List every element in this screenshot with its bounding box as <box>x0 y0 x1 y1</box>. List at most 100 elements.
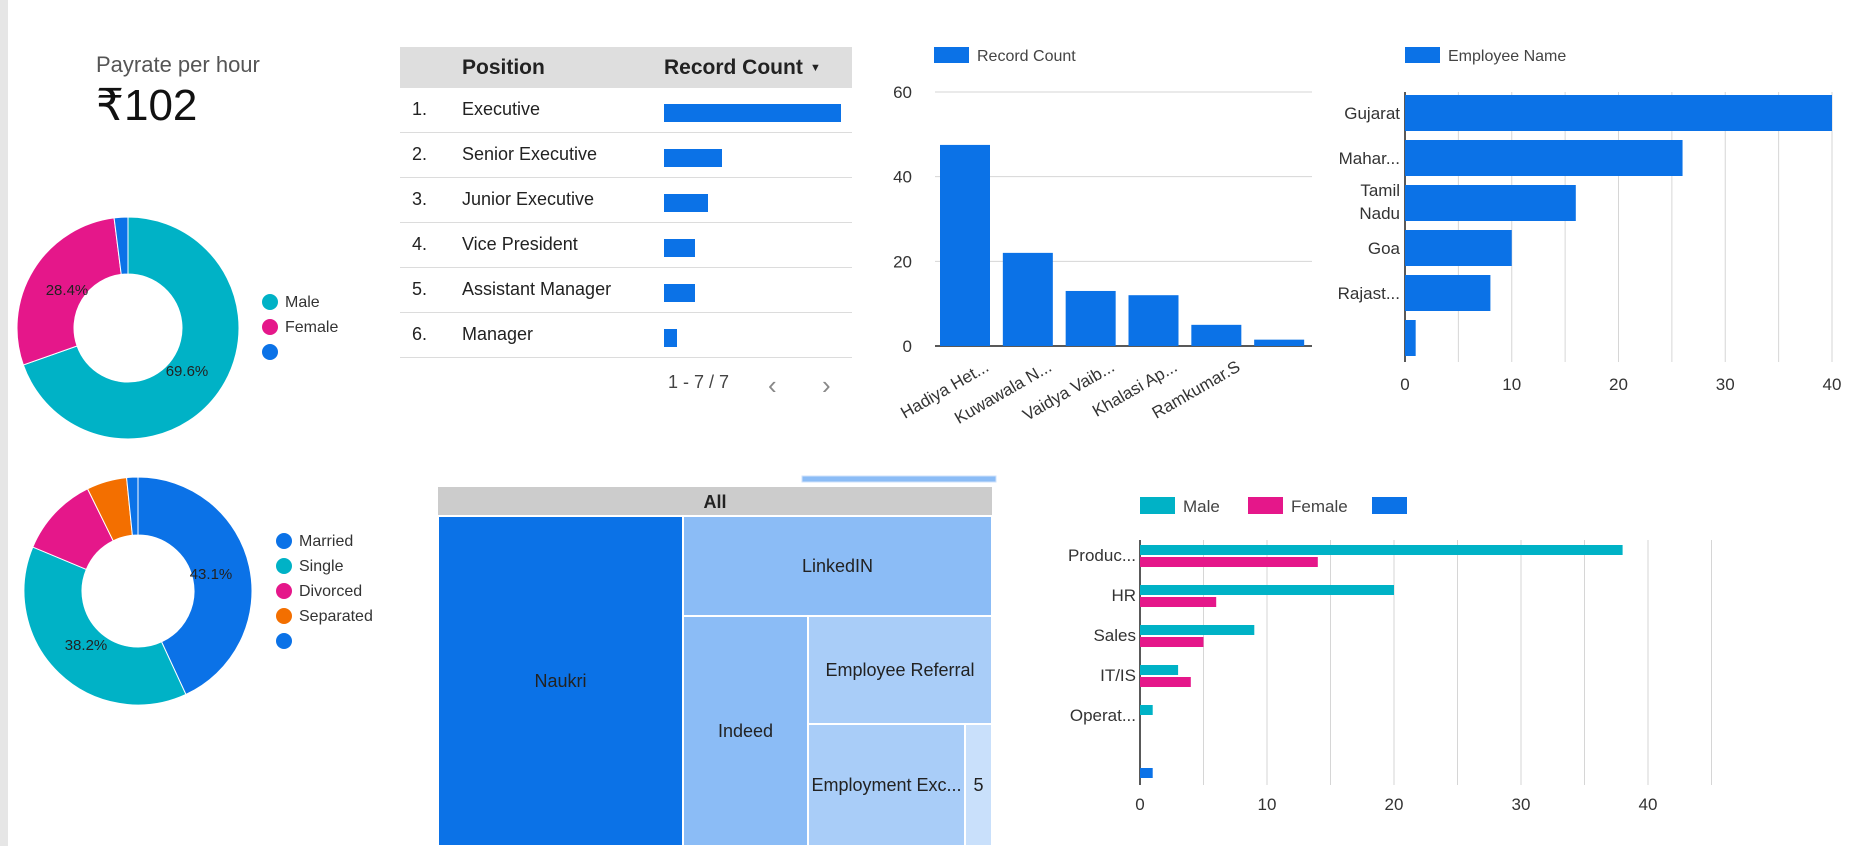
sort-desc-icon[interactable]: ▼ <box>810 62 821 74</box>
legend-label: Single <box>299 558 344 575</box>
legend-marker <box>934 47 969 63</box>
bar <box>940 144 990 346</box>
bar <box>1254 339 1305 346</box>
table-pager: 1 - 7 / 7 <box>668 372 730 392</box>
donut-data-label: 69.6% <box>166 363 209 380</box>
treemap-cell <box>682 615 809 846</box>
y-tick-label: IT/IS <box>1100 666 1136 685</box>
legend-label: Male <box>285 294 320 311</box>
scorecard: Payrate per hour ₹102 <box>96 52 260 131</box>
y-tick-label: Produc... <box>1068 546 1136 565</box>
bar <box>1140 637 1204 647</box>
legend-marker <box>276 558 292 574</box>
y-tick-label: Mahar... <box>1339 149 1400 168</box>
row-position: Executive <box>462 99 541 119</box>
bar <box>1405 275 1491 311</box>
x-tick-label: 10 <box>1502 375 1521 394</box>
y-tick-label: Gujarat <box>1344 104 1400 123</box>
next-page-button[interactable]: › <box>822 370 831 400</box>
donut-slice <box>113 216 129 275</box>
row-position: Junior Executive <box>462 189 595 209</box>
bar <box>1140 597 1217 607</box>
row-position: Manager <box>462 324 534 344</box>
legend-label: Female <box>285 319 338 336</box>
bar <box>1140 557 1318 567</box>
row-count-bar <box>664 149 722 167</box>
scorecard-value: ₹102 <box>96 81 198 130</box>
x-tick-label: 20 <box>1385 795 1404 814</box>
table-row[interactable]: 5. Assistant Manager <box>400 268 852 313</box>
row-position: Assistant Manager <box>462 279 612 299</box>
treemap-label: Employee Referral <box>825 660 974 680</box>
bar <box>1140 665 1179 675</box>
x-tick-label: 0 <box>1135 795 1144 814</box>
bar <box>1405 140 1683 176</box>
donut-slice <box>23 546 187 706</box>
y-tick-label: Rajast... <box>1338 284 1400 303</box>
bar <box>1191 324 1242 346</box>
y-tick-label: Tamil <box>1360 181 1400 200</box>
column-header-position[interactable]: Position <box>462 56 545 79</box>
x-tick-label: 40 <box>1823 375 1842 394</box>
bar <box>1405 95 1832 131</box>
legend-marker <box>276 533 292 549</box>
donut-slice <box>137 476 253 696</box>
x-tick-label: 40 <box>1639 795 1658 814</box>
row-count-bar <box>664 284 695 302</box>
column-header-record-count[interactable]: Record Count <box>664 56 803 79</box>
scorecard-label: Payrate per hour <box>96 52 260 77</box>
bar <box>1405 185 1576 221</box>
y-tick-label: 40 <box>893 168 912 187</box>
bar <box>1140 545 1623 555</box>
table-row[interactable]: 2. Senior Executive <box>400 133 852 178</box>
legend-marker <box>1372 497 1407 514</box>
x-tick-label: 10 <box>1258 795 1277 814</box>
row-count-bar <box>664 329 678 347</box>
legend-label: Male <box>1183 497 1220 516</box>
bar <box>1405 320 1416 356</box>
legend-label: Divorced <box>299 583 362 600</box>
row-rank: 2. <box>412 144 428 164</box>
treemap-label: Naukri <box>534 671 586 691</box>
row-rank: 1. <box>412 99 428 119</box>
row-rank: 3. <box>412 189 428 209</box>
legend-marker <box>276 633 292 649</box>
prev-page-button[interactable]: ‹ <box>768 370 777 400</box>
row-rank: 6. <box>412 324 428 344</box>
bar <box>1140 768 1153 778</box>
donut-slice <box>126 476 139 536</box>
x-tick-label: 20 <box>1609 375 1628 394</box>
legend-marker <box>276 583 292 599</box>
row-count-bar <box>664 104 841 122</box>
y-tick-label: Goa <box>1368 239 1401 258</box>
treemap-root-label: All <box>703 492 726 512</box>
legend-label: Record Count <box>977 48 1076 65</box>
row-count-bar <box>664 194 709 212</box>
table-row[interactable]: 6. Manager <box>400 313 852 358</box>
y-tick-label: 0 <box>903 337 912 356</box>
row-rank: 4. <box>412 234 428 254</box>
treemap-cell <box>807 723 966 846</box>
legend-marker <box>262 344 278 360</box>
row-position: Vice President <box>462 234 578 254</box>
bar <box>1128 295 1179 346</box>
table-row[interactable]: 4. Vice President <box>400 223 852 268</box>
row-position: Senior Executive <box>462 144 598 164</box>
treemap-root-header <box>438 487 992 515</box>
row-rank: 5. <box>412 279 428 299</box>
legend-marker <box>1405 47 1440 63</box>
x-tick-label: 0 <box>1400 375 1409 394</box>
y-tick-label: Nadu <box>1359 204 1400 223</box>
x-tick-label: 30 <box>1512 795 1531 814</box>
scroll-handle <box>801 475 997 483</box>
bar <box>1140 625 1255 635</box>
bar <box>1002 252 1053 346</box>
bar <box>1405 230 1512 266</box>
table-row[interactable]: 1. Executive <box>400 88 852 133</box>
legend-marker <box>1140 497 1175 514</box>
donut-data-label: 28.4% <box>46 282 89 299</box>
legend-label: Separated <box>299 608 373 625</box>
legend-marker <box>1248 497 1283 514</box>
table-row[interactable]: 3. Junior Executive <box>400 178 852 223</box>
bar <box>1140 677 1191 687</box>
